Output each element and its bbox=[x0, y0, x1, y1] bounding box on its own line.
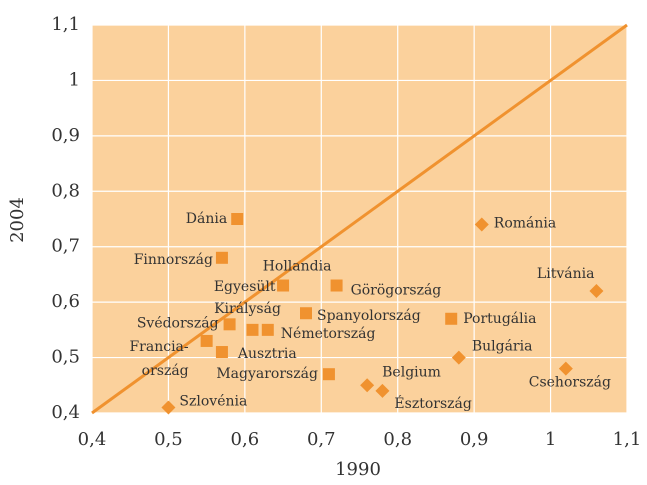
point-label: Portugália bbox=[463, 311, 536, 327]
x-tick-label: 0,7 bbox=[307, 429, 336, 450]
point-label: Egyesült bbox=[214, 279, 276, 295]
point-label: ország bbox=[142, 363, 189, 379]
point bbox=[360, 378, 375, 393]
point bbox=[223, 318, 236, 331]
y-tick-label: 0,7 bbox=[51, 236, 80, 257]
y-tick-label: 1,1 bbox=[51, 14, 80, 35]
point-label: Magyarország bbox=[216, 366, 318, 382]
point bbox=[451, 350, 466, 365]
point bbox=[161, 400, 176, 415]
point bbox=[246, 323, 259, 336]
point-label: Spanyolország bbox=[317, 308, 421, 324]
point bbox=[231, 213, 244, 225]
point bbox=[322, 368, 335, 381]
point-label: Szlovénia bbox=[179, 393, 247, 409]
point bbox=[589, 284, 604, 299]
point-label: Románia bbox=[494, 216, 556, 232]
point-label: Észtország bbox=[394, 394, 471, 412]
x-tick-label: 0,4 bbox=[78, 429, 107, 450]
point bbox=[215, 346, 228, 359]
y-tick-label: 1 bbox=[69, 69, 80, 90]
point bbox=[474, 217, 489, 232]
diagonal-line bbox=[91, 23, 628, 415]
x-tick-label: 0,8 bbox=[383, 429, 412, 450]
point-label: Görögország bbox=[351, 283, 442, 299]
x-axis-label: 1990 bbox=[335, 459, 381, 480]
point bbox=[300, 307, 312, 320]
point bbox=[445, 312, 458, 325]
point-label: Francia- bbox=[129, 339, 188, 355]
point-label: Csehország bbox=[529, 375, 611, 391]
point bbox=[200, 334, 213, 347]
y-tick-label: 0,9 bbox=[51, 125, 80, 146]
point bbox=[261, 323, 274, 336]
point-label: Dánia bbox=[186, 211, 227, 227]
point-label: Finnország bbox=[134, 252, 213, 268]
point bbox=[558, 361, 573, 376]
point-label: Hollandia bbox=[263, 259, 332, 275]
point bbox=[375, 383, 390, 398]
point-label: Belgium bbox=[382, 364, 441, 380]
y-axis-label: 2004 bbox=[7, 197, 28, 243]
y-tick-label: 0,4 bbox=[51, 402, 80, 423]
y-tick-label: 0,8 bbox=[51, 180, 80, 201]
point-label: Ausztria bbox=[237, 346, 297, 362]
x-tick-label: 0,5 bbox=[154, 429, 183, 450]
point-label: Németország bbox=[281, 326, 376, 342]
y-tick-label: 0,6 bbox=[51, 291, 80, 312]
point-label: Bulgária bbox=[472, 339, 533, 355]
point-label: Litvánia bbox=[537, 266, 595, 282]
point-label: Svédország bbox=[137, 315, 219, 331]
point-label: Királyság bbox=[214, 301, 281, 317]
x-tick-label: 1 bbox=[545, 429, 556, 450]
y-tick-label: 0,5 bbox=[51, 347, 80, 368]
x-tick-label: 0,6 bbox=[231, 429, 260, 450]
point bbox=[330, 279, 343, 292]
x-tick-label: 0,9 bbox=[460, 429, 489, 450]
point bbox=[277, 279, 290, 292]
x-tick-label: 1,1 bbox=[613, 429, 642, 450]
point bbox=[215, 251, 228, 264]
